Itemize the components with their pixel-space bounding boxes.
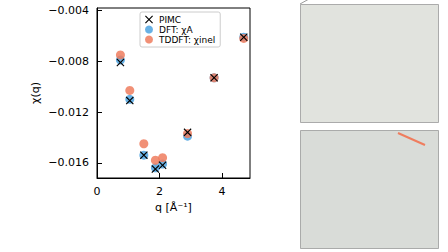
- svg-text:PIMC: PIMC: [159, 15, 181, 25]
- svg-text:TDDFT: χinel: TDDFT: χinel: [158, 35, 215, 45]
- svg-text:4: 4: [218, 185, 225, 198]
- svg-text:−0.012: −0.012: [48, 106, 89, 119]
- svg-text:0: 0: [94, 185, 101, 198]
- svg-text:2: 2: [156, 185, 163, 198]
- svg-text:DFT: χA: DFT: χA: [159, 25, 194, 35]
- svg-text:−0.008: −0.008: [48, 55, 89, 68]
- svg-text:−0.004: −0.004: [48, 4, 89, 17]
- svg-text:χ(q): χ(q): [29, 82, 42, 104]
- svg-text:q [Å⁻¹]: q [Å⁻¹]: [155, 201, 192, 214]
- svg-text:−0.016: −0.016: [48, 156, 89, 169]
